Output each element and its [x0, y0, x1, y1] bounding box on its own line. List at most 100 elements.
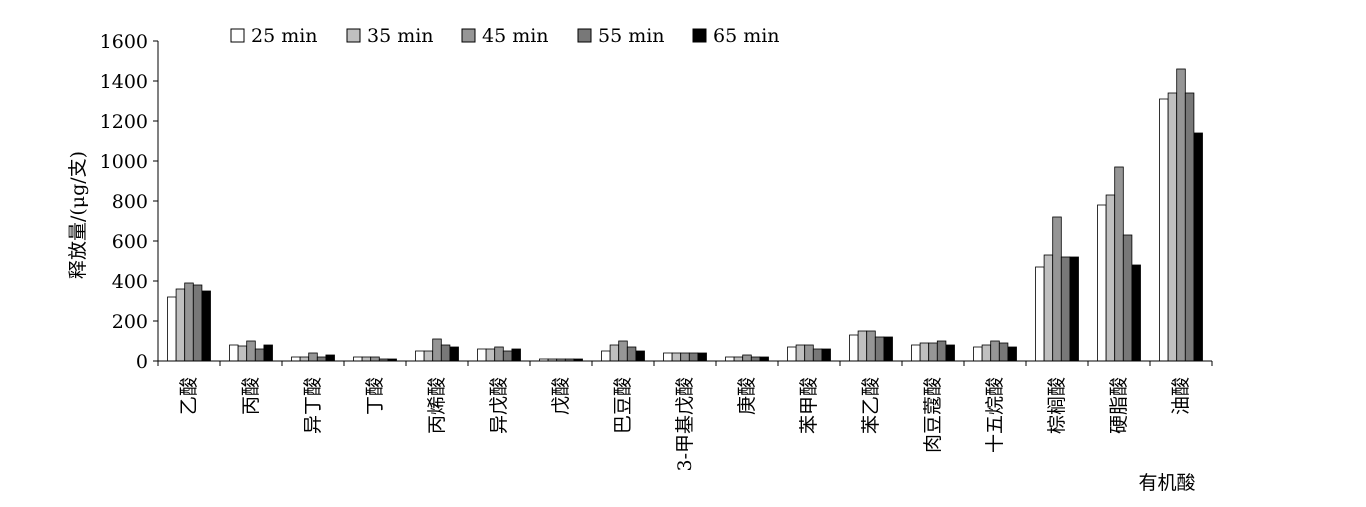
y-tick-label: 1600	[100, 31, 148, 53]
bar	[911, 344, 921, 362]
bar	[688, 352, 699, 362]
x-axis-category-labels: 乙酸 丙酸 异丁酸 丁酸 丙烯酸 异戊酸 戊酸 巴豆酸 3-甲基戊酸 庚酸 苯甲酸 苯乙酸 肉豆蔻酸 十五…	[178, 377, 1192, 472]
y-tick-label: 1000	[100, 151, 148, 173]
bar	[254, 348, 265, 362]
bar	[1069, 256, 1079, 362]
bar	[511, 348, 521, 362]
legend-label: 65 min	[713, 25, 780, 47]
x-tick-label: 乙酸	[178, 377, 200, 415]
bar	[325, 354, 335, 362]
x-tick-label: 戊酸	[550, 377, 572, 415]
bar	[1176, 68, 1186, 362]
bar	[945, 344, 955, 362]
bar	[201, 290, 211, 362]
x-tick-label: 异戊酸	[488, 377, 510, 434]
bar	[246, 340, 256, 362]
bar	[370, 356, 380, 362]
bar	[725, 356, 735, 362]
bar	[1184, 92, 1195, 362]
legend-label: 55 min	[598, 25, 665, 47]
y-axis-ticks: 0 200 400 600 800 1000 1200 1400 1600	[100, 31, 158, 373]
bar	[601, 350, 611, 362]
y-tick-label: 1400	[100, 71, 148, 93]
bar	[795, 344, 806, 362]
bar	[432, 338, 442, 362]
x-tick-label: 巴豆酸	[612, 377, 634, 434]
bars	[167, 68, 1203, 362]
bar	[1052, 216, 1062, 362]
x-tick-label: 油酸	[1170, 377, 1192, 415]
bar	[919, 342, 930, 362]
bar	[237, 345, 248, 362]
legend-swatch	[461, 28, 476, 43]
bar	[973, 346, 983, 362]
bar	[849, 334, 859, 362]
bar	[1060, 256, 1071, 362]
bar	[192, 284, 203, 362]
legend-label: 35 min	[367, 25, 434, 47]
bar	[857, 330, 868, 362]
bar	[990, 340, 1000, 362]
bar	[1007, 346, 1017, 362]
bar	[361, 356, 372, 362]
bar	[866, 330, 876, 362]
bar	[874, 336, 885, 362]
bar	[494, 346, 504, 362]
bar	[759, 356, 769, 362]
bar	[663, 352, 673, 362]
x-tick-label: 3-甲基戊酸	[674, 377, 696, 472]
x-tick-label: 硬脂酸	[1108, 377, 1130, 434]
bar	[936, 340, 947, 362]
x-tick-label: 丁酸	[364, 377, 386, 415]
y-tick-label: 0	[136, 351, 148, 373]
bar	[1035, 266, 1045, 362]
bar	[883, 336, 893, 362]
legend-swatch	[230, 28, 245, 43]
bar	[1043, 254, 1054, 362]
bar	[1122, 234, 1133, 362]
bar	[1159, 98, 1169, 362]
x-axis-label: 有机酸	[1138, 472, 1195, 494]
bar	[626, 346, 637, 362]
bar	[787, 346, 797, 362]
legend-swatch	[692, 28, 707, 43]
bar	[697, 352, 707, 362]
y-axis-label: 释放量/(μg/支)	[67, 151, 89, 279]
bar	[502, 350, 513, 362]
bar	[1114, 166, 1124, 362]
bar	[671, 352, 682, 362]
bar	[263, 344, 273, 362]
y-tick-label: 1200	[100, 111, 148, 133]
x-tick-label: 丙酸	[240, 377, 262, 415]
bar	[733, 356, 744, 362]
y-tick-label: 800	[112, 191, 148, 213]
bar	[291, 356, 301, 362]
bar	[299, 356, 310, 362]
bar	[680, 352, 690, 362]
y-tick-label: 400	[112, 271, 148, 293]
bar	[167, 296, 177, 362]
bar	[316, 356, 327, 362]
bar	[229, 344, 239, 362]
legend-swatch	[577, 28, 592, 43]
x-tick-label: 丙烯酸	[426, 377, 448, 434]
x-tick-label: 苯乙酸	[860, 377, 882, 434]
bar	[353, 356, 363, 362]
bar	[1193, 132, 1203, 362]
bar	[635, 350, 645, 362]
bar	[1167, 92, 1178, 362]
bar	[609, 344, 620, 362]
x-tick-label: 肉豆蔻酸	[922, 377, 944, 453]
bar	[485, 348, 496, 362]
x-tick-label: 棕榈酸	[1046, 377, 1068, 434]
bar	[449, 346, 459, 362]
bar	[618, 340, 628, 362]
bar	[804, 344, 814, 362]
bar	[750, 356, 761, 362]
bar	[928, 342, 938, 362]
bar	[423, 350, 434, 362]
bar	[1105, 194, 1116, 362]
x-tick-label: 庚酸	[736, 377, 758, 415]
y-tick-label: 600	[112, 231, 148, 253]
legend: 25 min 35 min 45 min 55 min 65 min	[230, 25, 780, 47]
